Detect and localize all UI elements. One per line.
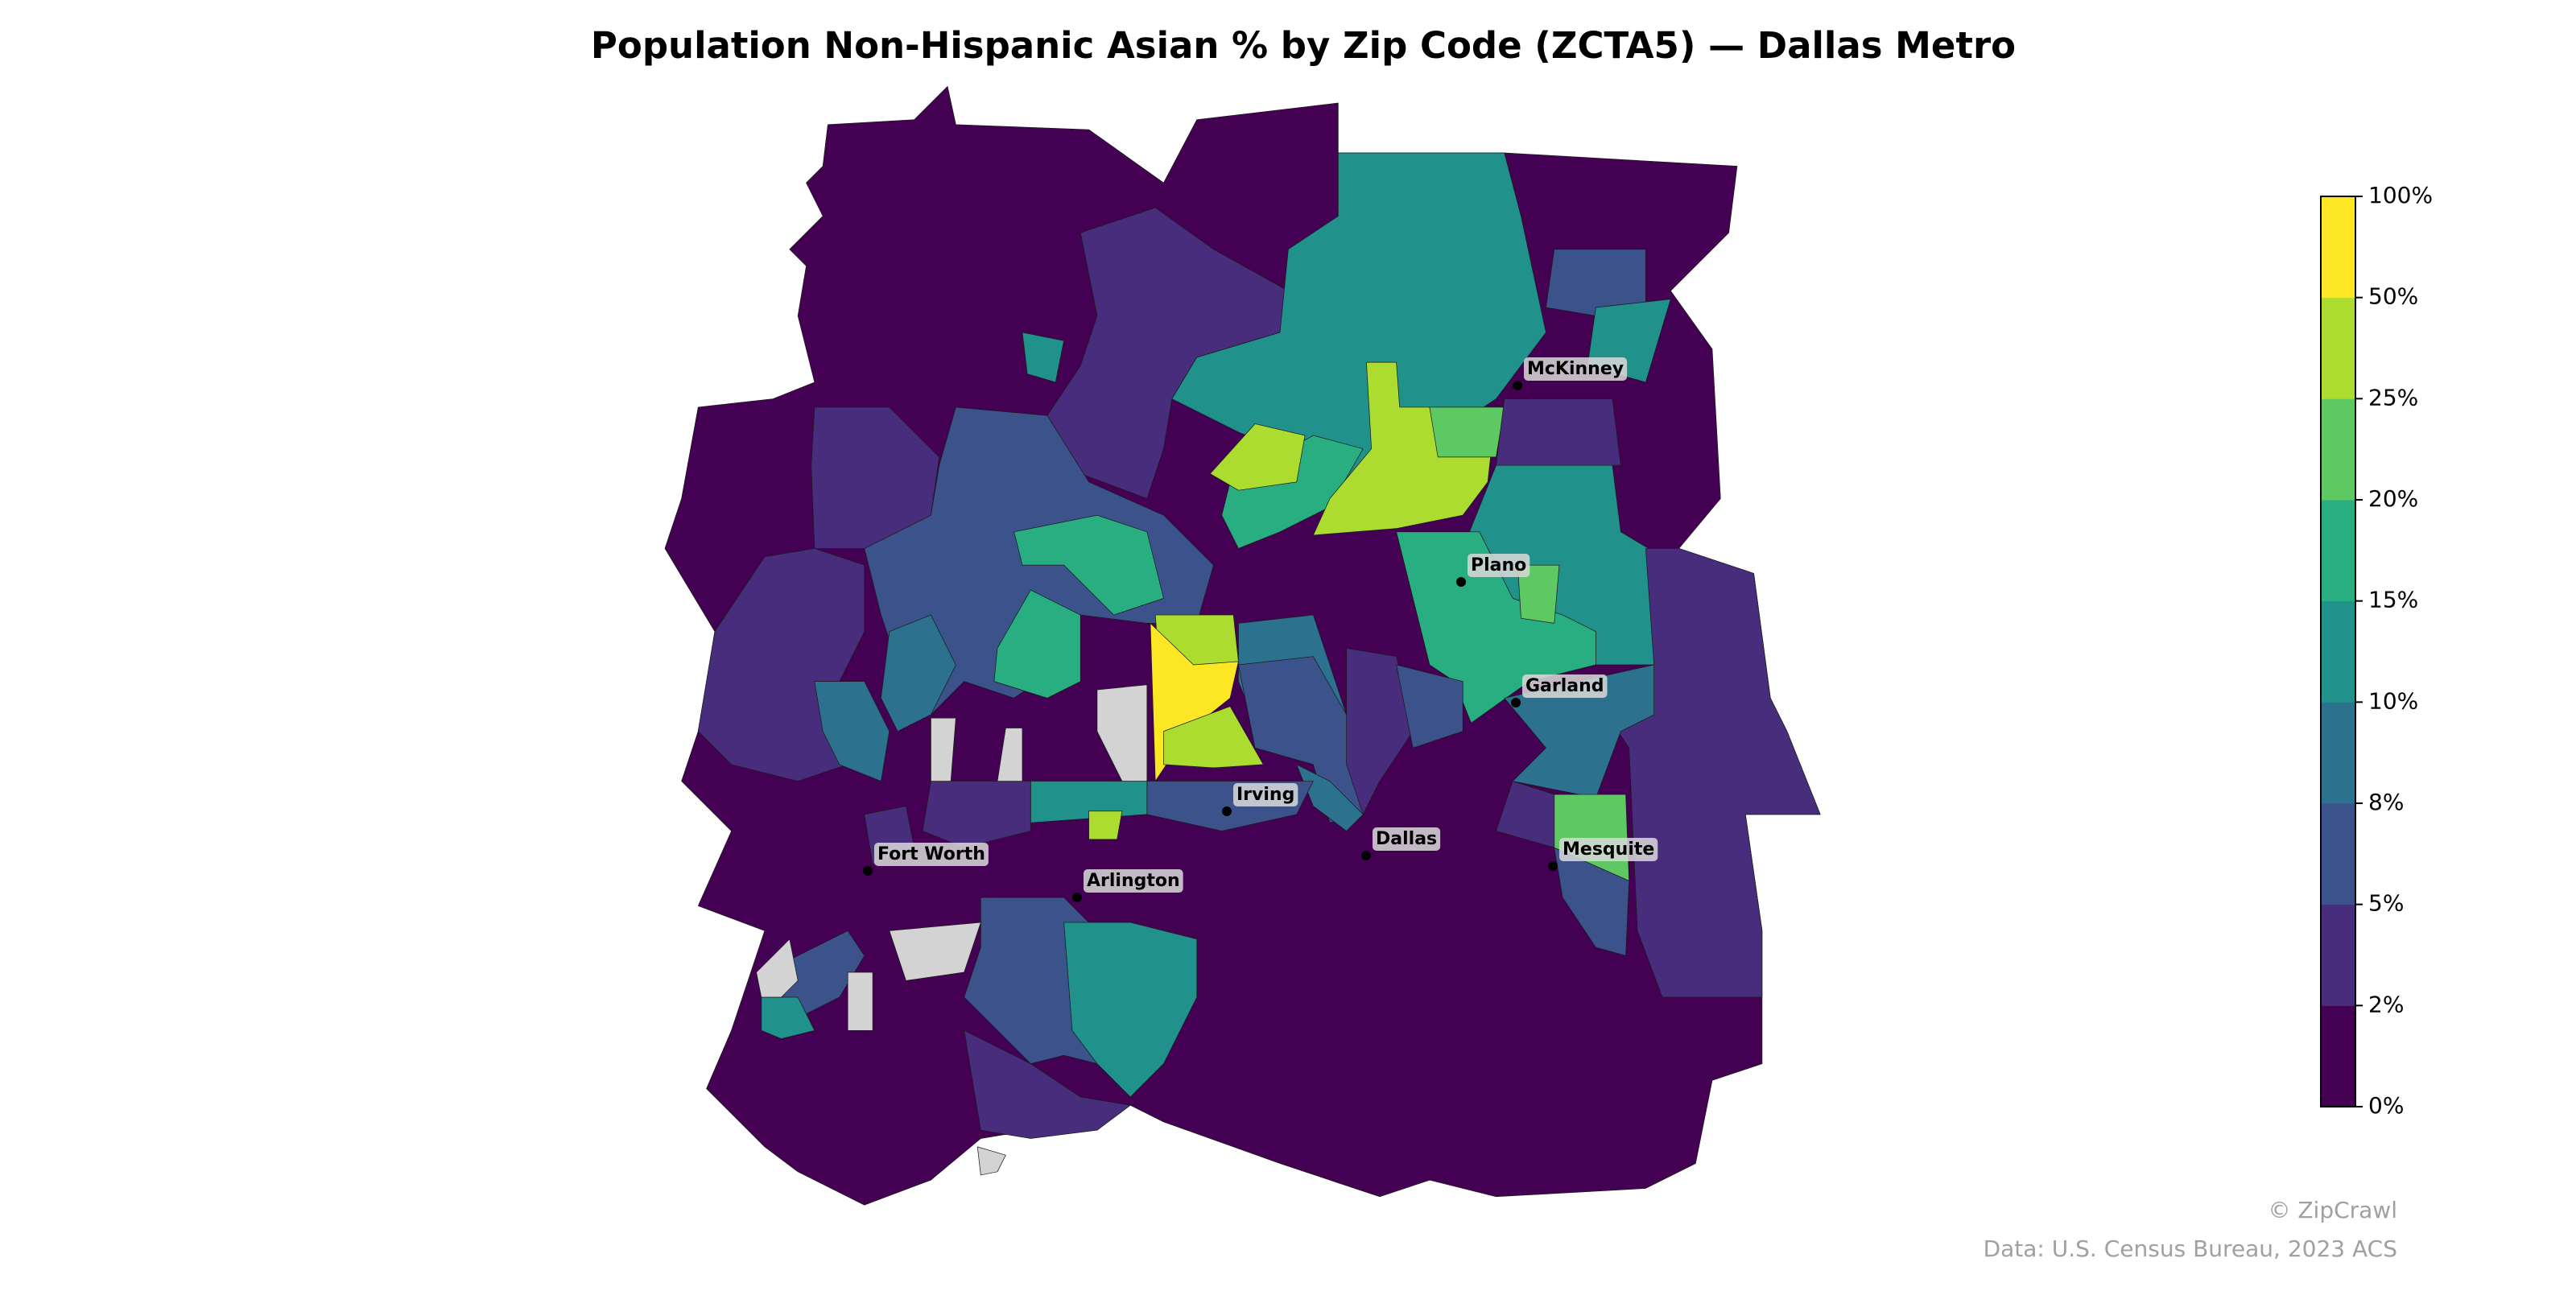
city-label-box bbox=[1524, 357, 1628, 381]
region bbox=[847, 971, 873, 1031]
city-label-box bbox=[1468, 554, 1530, 577]
city-dot bbox=[1513, 381, 1522, 390]
source-note: Data: U.S. Census Bureau, 2023 ACS bbox=[1984, 1235, 2397, 1262]
region bbox=[1209, 423, 1306, 491]
region bbox=[889, 922, 981, 981]
region bbox=[1046, 207, 1289, 499]
colorbar-tick-label: 2% bbox=[2368, 991, 2404, 1017]
colorbar-tick-label: 10% bbox=[2368, 687, 2418, 714]
city-label: Fort Worth bbox=[877, 844, 985, 864]
region bbox=[976, 1146, 1006, 1176]
colorbar-bin bbox=[2321, 904, 2355, 1006]
colorbar-tick-label: 5% bbox=[2368, 890, 2404, 917]
region bbox=[1429, 406, 1505, 458]
region bbox=[1013, 514, 1164, 616]
city-dot bbox=[1548, 861, 1558, 871]
map-title: Population Non-Hispanic Asian % by Zip C… bbox=[591, 24, 2016, 67]
region bbox=[1221, 435, 1364, 549]
colorbar-bin bbox=[2321, 500, 2355, 602]
region bbox=[1312, 361, 1496, 536]
city-dot bbox=[863, 866, 873, 876]
region bbox=[1554, 847, 1630, 956]
colorbar: 0% 2% 5% 8% 10% 15% 20% 25% 50% 100% bbox=[2320, 182, 2433, 1119]
city-dot bbox=[1222, 806, 1232, 816]
colorbar-frame bbox=[2320, 196, 2356, 1107]
colorbar-bin bbox=[2321, 803, 2355, 905]
colorbar-tick-label: 8% bbox=[2368, 789, 2404, 815]
region bbox=[1504, 664, 1655, 798]
city-label: Dallas bbox=[1376, 829, 1437, 849]
city-dot bbox=[1072, 893, 1082, 902]
region bbox=[756, 938, 799, 998]
region bbox=[997, 728, 1023, 782]
city-label-box bbox=[1522, 674, 1608, 698]
city-dot bbox=[1511, 698, 1521, 707]
city-label-box bbox=[1373, 827, 1441, 851]
region bbox=[1063, 922, 1198, 1098]
region bbox=[931, 717, 956, 782]
city-label: Irving bbox=[1236, 785, 1294, 805]
region bbox=[1088, 810, 1123, 840]
colorbar-tick-label: 20% bbox=[2368, 485, 2418, 512]
colorbar-bin bbox=[2321, 600, 2355, 703]
region bbox=[811, 406, 940, 549]
region bbox=[993, 589, 1081, 699]
colorbar-bin bbox=[2321, 1005, 2355, 1107]
city-label: Mesquite bbox=[1563, 839, 1654, 860]
city-label-box bbox=[874, 843, 989, 866]
region bbox=[881, 614, 956, 732]
city-label-box bbox=[1233, 783, 1298, 806]
city-dot bbox=[1456, 577, 1466, 587]
city-markers: McKinney Plano Garland Irving Dallas Mesquite… bbox=[863, 357, 1658, 902]
region bbox=[964, 1029, 1131, 1139]
colorbar-bin bbox=[2321, 297, 2355, 399]
zip-regions bbox=[664, 86, 1821, 1206]
region bbox=[761, 996, 815, 1039]
colorbar-tick-label: 25% bbox=[2368, 384, 2418, 410]
colorbar-tick-label: 15% bbox=[2368, 587, 2418, 613]
region bbox=[1022, 332, 1064, 383]
city-label-box bbox=[1559, 838, 1658, 861]
region bbox=[1517, 564, 1560, 624]
city-label: Plano bbox=[1471, 555, 1526, 575]
colorbar-bin bbox=[2321, 702, 2355, 804]
colorbar-bin bbox=[2321, 398, 2355, 501]
city-dot bbox=[1361, 851, 1371, 860]
colorbar-tick-label: 0% bbox=[2368, 1092, 2404, 1119]
region bbox=[1346, 647, 1414, 815]
city-label-box bbox=[1084, 869, 1183, 893]
colorbar-tick-label: 50% bbox=[2368, 283, 2418, 310]
city-label: Garland bbox=[1525, 676, 1604, 696]
region bbox=[1396, 664, 1463, 749]
colorbar-bin bbox=[2321, 196, 2355, 299]
colorbar-tick-label: 100% bbox=[2368, 182, 2433, 208]
city-label: McKinney bbox=[1527, 359, 1624, 379]
region bbox=[814, 681, 890, 782]
city-label: Arlington bbox=[1087, 871, 1180, 891]
region bbox=[1496, 398, 1621, 466]
credit: © ZipCrawl bbox=[2268, 1197, 2397, 1223]
region bbox=[1163, 706, 1264, 769]
